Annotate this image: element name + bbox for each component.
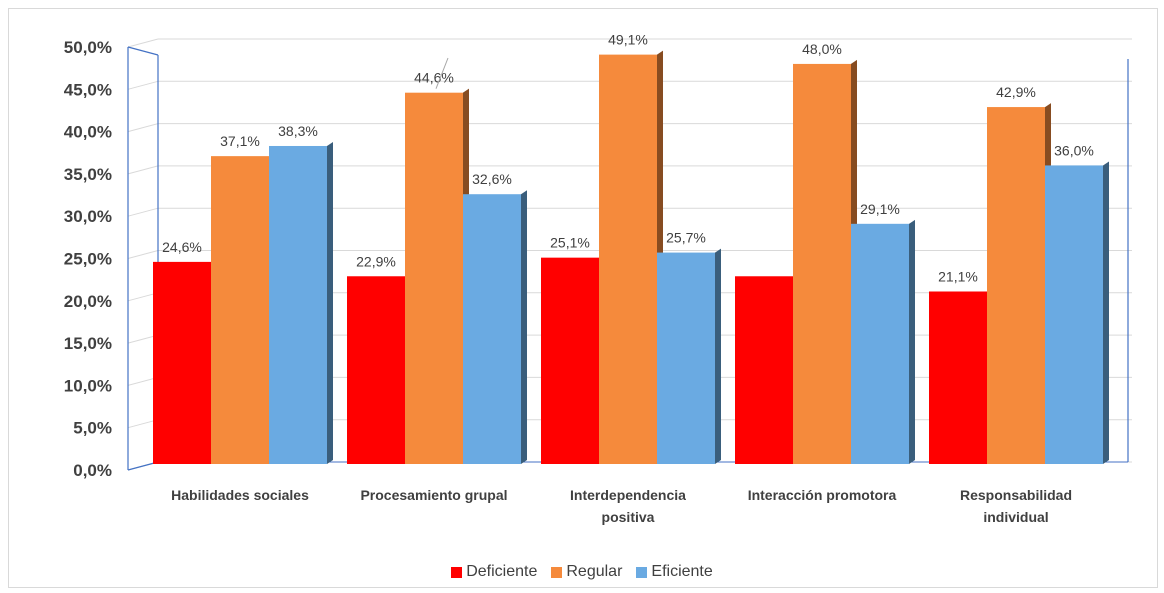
y-tick-label: 50,0% [64,38,112,57]
bar-eficiente [269,145,327,464]
bar-deficiente [347,276,405,464]
y-tick-label: 5,0% [73,419,112,438]
gridline-side [127,123,159,133]
legend-label: Deficiente [466,563,538,580]
data-label: 37,1% [220,133,260,149]
gridline-side [127,250,159,259]
bar-side [521,190,527,465]
bar-side [1103,161,1109,464]
x-tick-label: Responsabilidad [960,487,1072,503]
data-label: 44,6% [414,70,454,86]
legend-item-deficiente: Deficiente [451,563,537,581]
y-tick-label: 15,0% [64,334,112,353]
bar-eficiente [851,223,909,464]
gridline-side [127,80,159,90]
bar-deficiente [153,261,211,464]
legend-swatch [451,566,463,578]
y-tick-label: 20,0% [64,292,112,311]
gridline-side [127,165,159,175]
legend-label: Eficiente [651,563,713,580]
legend-swatch [636,566,648,578]
wall-edge-top [127,46,159,56]
bar-deficiente [929,291,987,464]
x-tick-label: Interacción promotora [748,487,897,503]
bar-regular [211,156,269,464]
data-label: 25,1% [550,235,590,251]
bar-eficiente [657,252,715,464]
data-label: 22,9% [356,253,396,269]
y-tick-label: 25,0% [64,250,112,269]
bar-side [909,219,915,464]
bar-deficiente [735,276,793,464]
gridline-side [127,207,159,217]
bar-regular [987,107,1045,464]
data-label: 24,6% [162,239,202,255]
y-tick-label: 45,0% [64,80,112,99]
legend: Deficiente Regular Eficiente [0,563,1164,581]
legend-item-eficiente: Eficiente [636,563,713,581]
data-label: 25,7% [666,230,706,246]
y-tick-label: 40,0% [64,123,112,142]
bar-eficiente [463,194,521,465]
data-label: 32,6% [472,171,512,187]
bar-side [715,248,721,464]
x-tick-label: individual [983,509,1048,525]
x-tick-label: positiva [602,509,655,525]
bars [153,50,1109,465]
bar-eficiente [1045,165,1103,464]
bar-side [327,141,333,464]
legend-swatch [551,566,563,578]
y-tick-label: 0,0% [73,461,112,480]
bar-chart: 0,0% 5,0% 10,0% 15,0% 20,0% 25,0% 30,0% 35,0% 40… [64,32,1132,525]
bar-regular [405,92,463,465]
y-axis-ticks: 0,0% 5,0% 10,0% 15,0% 20,0% 25,0% 30,0% 35,0% 40… [64,38,112,480]
data-label: 42,9% [996,84,1036,100]
label-leader-line [435,57,449,89]
data-label: 29,1% [860,201,900,217]
data-label: 38,3% [278,123,318,139]
x-tick-label: Interdependencia [570,487,686,503]
data-labels: 24,6% 37,1% 38,3% 22,9% 44,6% 32,6% 25,1% 49,1%… [162,32,1094,285]
x-tick-label: Habilidades sociales [171,487,309,503]
data-label: 21,1% [938,268,978,284]
data-label: 36,0% [1054,142,1094,158]
x-tick-label: Procesamiento grupal [360,487,507,503]
legend-item-regular: Regular [551,563,622,581]
x-axis-ticks: Habilidades sociales Procesamiento grupal… [171,487,1072,525]
data-label: 49,1% [608,32,648,48]
data-label: 48,0% [802,41,842,57]
gridline-side [127,38,159,48]
legend-label: Regular [566,563,623,580]
bar-deficiente [541,257,599,464]
y-tick-label: 35,0% [64,165,112,184]
y-tick-label: 30,0% [64,207,112,226]
bar-regular [599,54,657,464]
bar-regular [793,63,851,465]
y-tick-label: 10,0% [64,376,112,395]
